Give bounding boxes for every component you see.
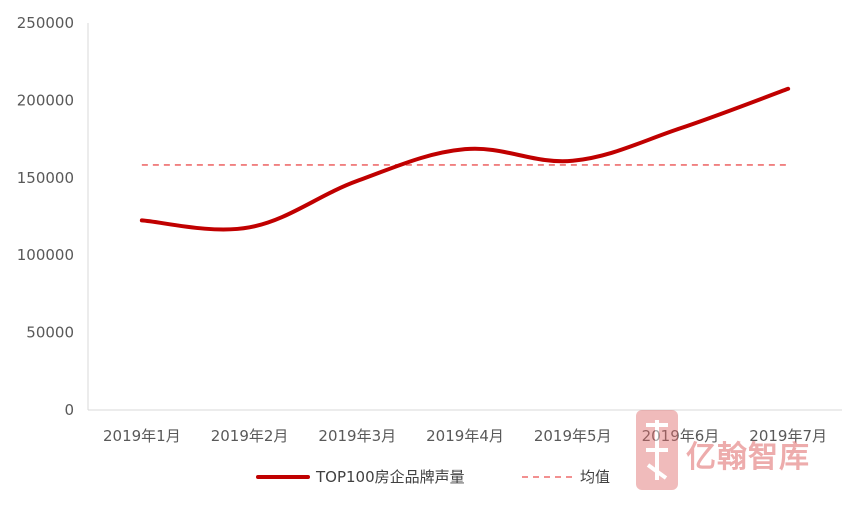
legend: TOP100房企品牌声量 均值 [256, 468, 610, 486]
legend-label: 均值 [580, 468, 610, 486]
y-tick-label: 0 [64, 401, 74, 419]
y-tick-label: 250000 [17, 14, 74, 32]
legend-label: TOP100房企品牌声量 [315, 468, 465, 486]
y-tick-label: 200000 [17, 91, 74, 109]
x-tick-label: 2019年2月 [211, 427, 289, 445]
y-tick-label: 100000 [17, 246, 74, 264]
x-tick-label: 2019年6月 [642, 427, 720, 445]
y-axis-ticks: 0 50000 100000 150000 200000 250000 [17, 14, 74, 419]
axes [87, 23, 842, 411]
x-tick-label: 2019年4月 [426, 427, 504, 445]
x-tick-label: 2019年3月 [318, 427, 396, 445]
x-tick-label: 2019年7月 [749, 427, 827, 445]
x-tick-label: 2019年5月 [534, 427, 612, 445]
series-layer [139, 86, 791, 232]
watermark-logo: 亿翰智库 [636, 410, 810, 490]
y-tick-label: 150000 [17, 169, 74, 187]
logo-seal-icon [636, 410, 678, 490]
series-line-brand-volume [139, 86, 791, 232]
watermark-text: 亿翰智库 [686, 440, 810, 475]
x-axis-ticks: 2019年1月 2019年2月 2019年3月 2019年4月 2019年5月 2019年… [103, 427, 827, 445]
y-tick-label: 50000 [26, 324, 74, 342]
x-tick-label: 2019年1月 [103, 427, 181, 445]
